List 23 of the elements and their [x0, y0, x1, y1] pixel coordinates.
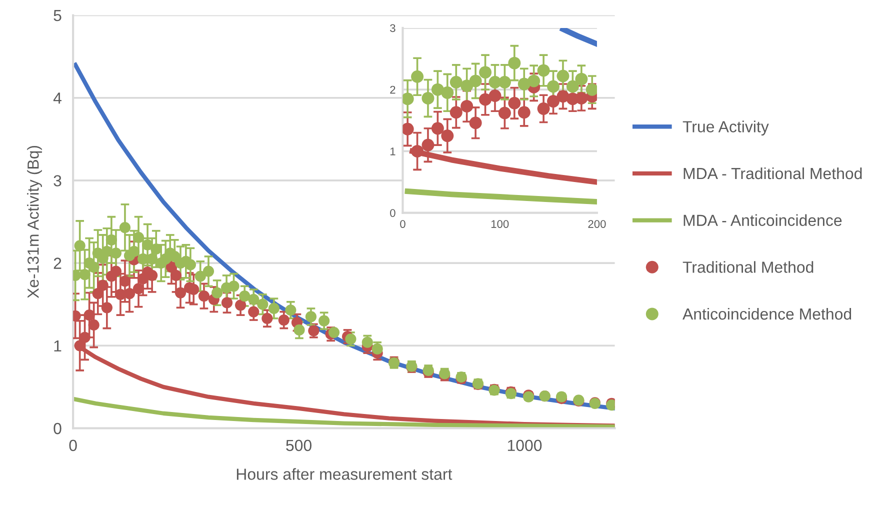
y-tick-label: 1: [390, 148, 396, 156]
y-tick-label: 3: [54, 175, 62, 186]
y-tick-label: 2: [54, 258, 62, 269]
y-tick-label: 4: [53, 92, 62, 104]
legend-label: MDA - Traditional Method: [684, 167, 862, 180]
y-tick-label: 0: [54, 422, 62, 434]
y-tick-label: 0: [390, 209, 396, 217]
y-axis-title: Xe-131m Activity (Bq): [27, 146, 42, 298]
x-axis-title: Hours after measurement start: [236, 468, 452, 480]
x-tick-label: 100: [491, 220, 509, 228]
y-tick-label: 2: [390, 86, 396, 94]
legend-label: MDA - Anticoincidence: [684, 214, 842, 226]
y-tick-label: 5: [54, 10, 62, 22]
y-tick-label: 3: [390, 24, 396, 32]
legend-label: Anticoincidence Method: [682, 308, 852, 320]
y-tick-label: 1: [54, 340, 62, 352]
x-tick-label: 500: [286, 440, 312, 452]
legend-label: Traditional Method: [682, 261, 814, 273]
x-tick-label: 0: [69, 440, 77, 452]
x-tick-label: 200: [588, 220, 606, 228]
x-tick-label: 1000: [508, 440, 542, 452]
x-tick-label: 0: [400, 220, 406, 228]
legend-label: True Activity: [682, 120, 769, 136]
